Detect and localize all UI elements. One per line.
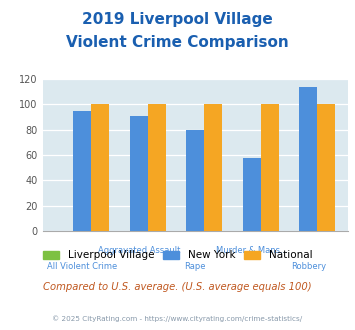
Bar [317, 105, 335, 231]
Text: © 2025 CityRating.com - https://www.cityrating.com/crime-statistics/: © 2025 CityRating.com - https://www.city… [53, 315, 302, 322]
Text: Murder & Mans...: Murder & Mans... [216, 246, 288, 255]
Text: Aggravated Assault: Aggravated Assault [98, 246, 180, 255]
Text: Violent Crime Comparison: Violent Crime Comparison [66, 35, 289, 50]
Text: 2019 Liverpool Village: 2019 Liverpool Village [82, 12, 273, 26]
Bar [130, 116, 148, 231]
Text: All Violent Crime: All Violent Crime [47, 262, 117, 271]
Legend: Liverpool Village, New York, National: Liverpool Village, New York, National [43, 250, 312, 260]
Text: Compared to U.S. average. (U.S. average equals 100): Compared to U.S. average. (U.S. average … [43, 282, 312, 292]
Text: Rape: Rape [185, 262, 206, 271]
Bar [73, 111, 91, 231]
Bar [261, 105, 279, 231]
Bar [243, 158, 261, 231]
Bar [204, 105, 222, 231]
Bar [148, 105, 166, 231]
Bar [91, 105, 109, 231]
Bar [299, 87, 317, 231]
Bar [186, 130, 204, 231]
Text: Robbery: Robbery [291, 262, 326, 271]
